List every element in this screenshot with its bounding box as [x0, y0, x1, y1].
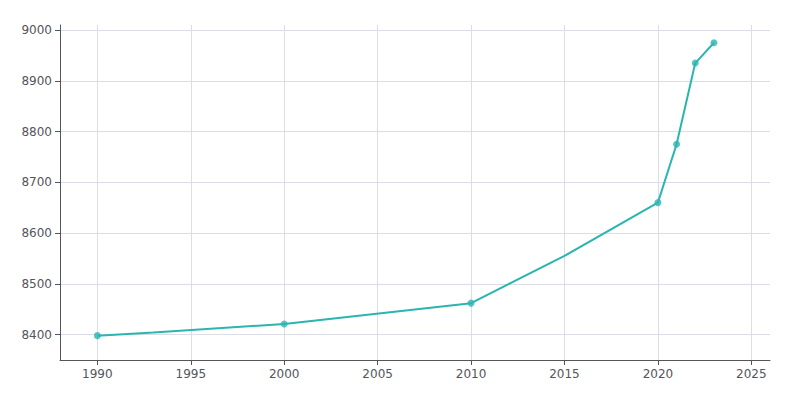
svg-text:2015: 2015	[549, 367, 580, 381]
svg-text:8900: 8900	[21, 74, 52, 88]
svg-text:8700: 8700	[21, 175, 52, 189]
svg-text:2000: 2000	[269, 367, 300, 381]
svg-text:8500: 8500	[21, 277, 52, 291]
svg-text:8600: 8600	[21, 226, 52, 240]
svg-text:2005: 2005	[362, 367, 393, 381]
svg-text:2020: 2020	[643, 367, 674, 381]
svg-text:9000: 9000	[21, 23, 52, 37]
svg-text:1995: 1995	[176, 367, 207, 381]
svg-text:1990: 1990	[82, 367, 113, 381]
svg-text:2025: 2025	[736, 367, 767, 381]
svg-text:8400: 8400	[21, 328, 52, 342]
svg-text:2010: 2010	[456, 367, 487, 381]
svg-text:8800: 8800	[21, 125, 52, 139]
